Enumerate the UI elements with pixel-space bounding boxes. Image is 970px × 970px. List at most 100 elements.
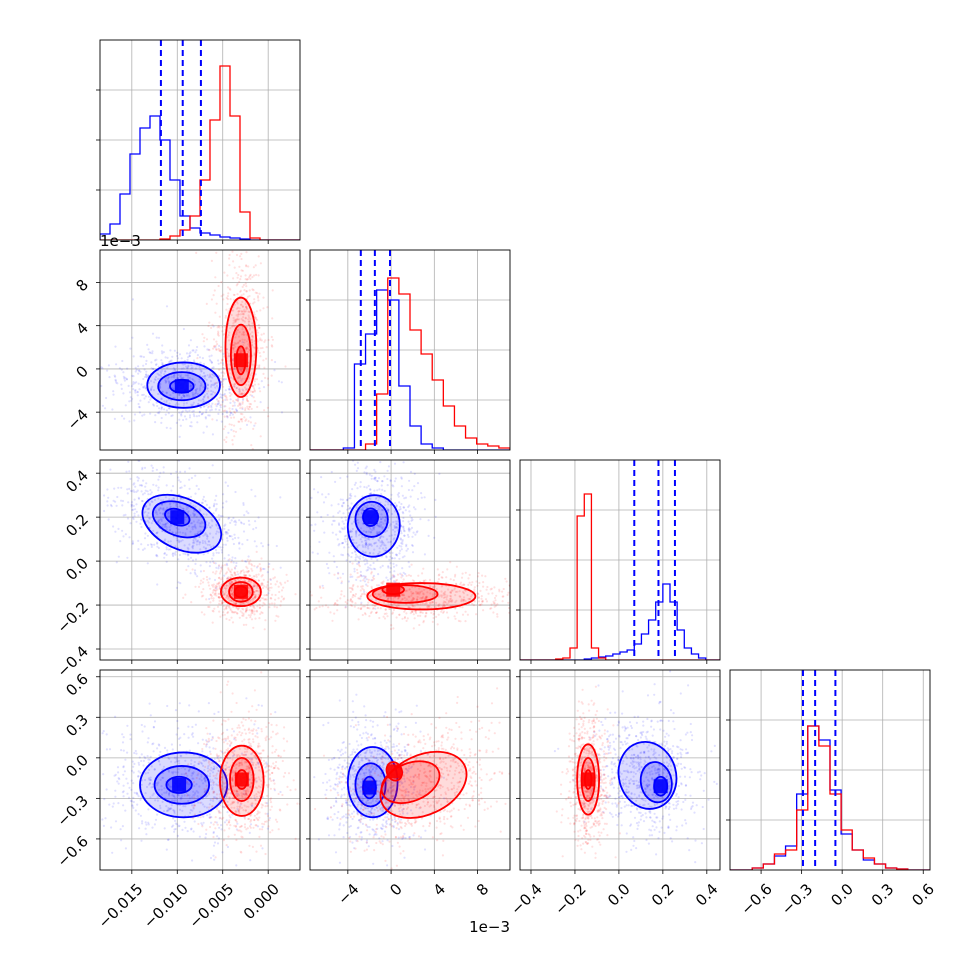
sample-point [169,502,172,505]
sample-point [419,614,422,618]
sample-point [409,514,412,517]
sample-point [139,370,142,373]
sample-point [223,372,226,375]
sample-point [245,308,248,311]
sample-point [265,594,268,597]
sample-point [579,599,581,601]
sample-point [389,523,392,526]
sample-point [167,756,170,759]
sample-point [253,229,255,231]
sample-point [225,819,228,822]
sample-point [240,392,243,395]
sample-point [259,309,262,312]
sample-point [399,549,402,552]
sample-point [154,363,158,366]
sample-point [399,572,402,575]
sample-point [414,610,417,613]
sample-point [232,309,235,312]
sample-point [332,555,335,558]
sample-point [161,776,164,779]
sample-point [362,556,365,559]
sample-point [209,587,212,590]
sample-point [396,554,399,557]
sample-point [142,764,145,767]
sample-point [189,385,192,388]
sample-point [141,393,144,397]
sample-point [373,528,376,531]
sample-point [501,600,504,603]
sample-point [294,593,297,596]
sample-point [115,504,118,507]
sample-point [350,604,354,607]
sample-point [214,403,217,406]
sample-point [493,605,496,608]
sample-point [220,396,224,399]
sample-point [186,793,190,797]
sample-point [239,404,242,407]
sample-point [428,605,431,608]
sample-point [147,823,150,826]
sample-point [238,331,241,334]
sample-point [218,326,221,329]
sample-point [129,522,132,525]
sample-point [191,393,194,397]
sample-point [417,603,420,606]
sample-point [321,584,324,587]
sample-point [269,578,272,582]
sample-point [165,526,168,529]
sample-point [169,349,172,352]
sample-point [211,621,214,624]
sample-point [212,783,215,786]
sample-point [190,804,194,807]
sample-point [248,294,251,298]
sample-point [194,558,198,561]
sample-point [152,792,155,795]
sample-point [202,498,205,501]
sample-point [257,255,260,258]
sample-point [365,578,368,581]
sample-point [140,355,143,358]
sample-point [356,503,359,506]
sample-point [203,395,206,399]
sample-point [244,278,247,281]
sample-point [373,477,377,480]
sample-point [233,341,236,344]
sample-point [343,538,346,541]
sample-point [130,505,133,508]
sample-point [359,485,362,488]
sample-point [242,389,245,392]
sample-point [130,501,134,504]
sample-point [182,394,185,397]
sample-point [133,419,136,422]
sample-point [457,619,460,623]
sample-point [164,522,167,526]
sample-point [203,791,206,794]
sample-point [368,538,371,541]
sample-point [114,378,117,381]
sample-point [361,550,364,553]
sample-point [131,490,134,493]
sample-point [222,611,225,614]
sample-point [202,569,205,573]
sample-point [237,400,240,403]
sample-point [365,569,368,572]
sample-point [436,623,439,626]
panel-frame [309,249,511,451]
sample-point [122,766,125,769]
sample-point [200,611,203,614]
sample-point [220,566,223,569]
sample-point [202,371,205,375]
sample-point [410,517,413,520]
sample-point [217,565,220,568]
sample-point [142,377,145,381]
sample-point [388,454,390,456]
sample-point [238,388,241,391]
sample-point [403,610,406,613]
sample-point [160,359,163,362]
sample-point [248,609,251,612]
sample-point [442,596,445,599]
sample-point [398,508,401,511]
sample-point [216,402,219,405]
sample-point [236,328,240,332]
sample-point [188,376,192,379]
